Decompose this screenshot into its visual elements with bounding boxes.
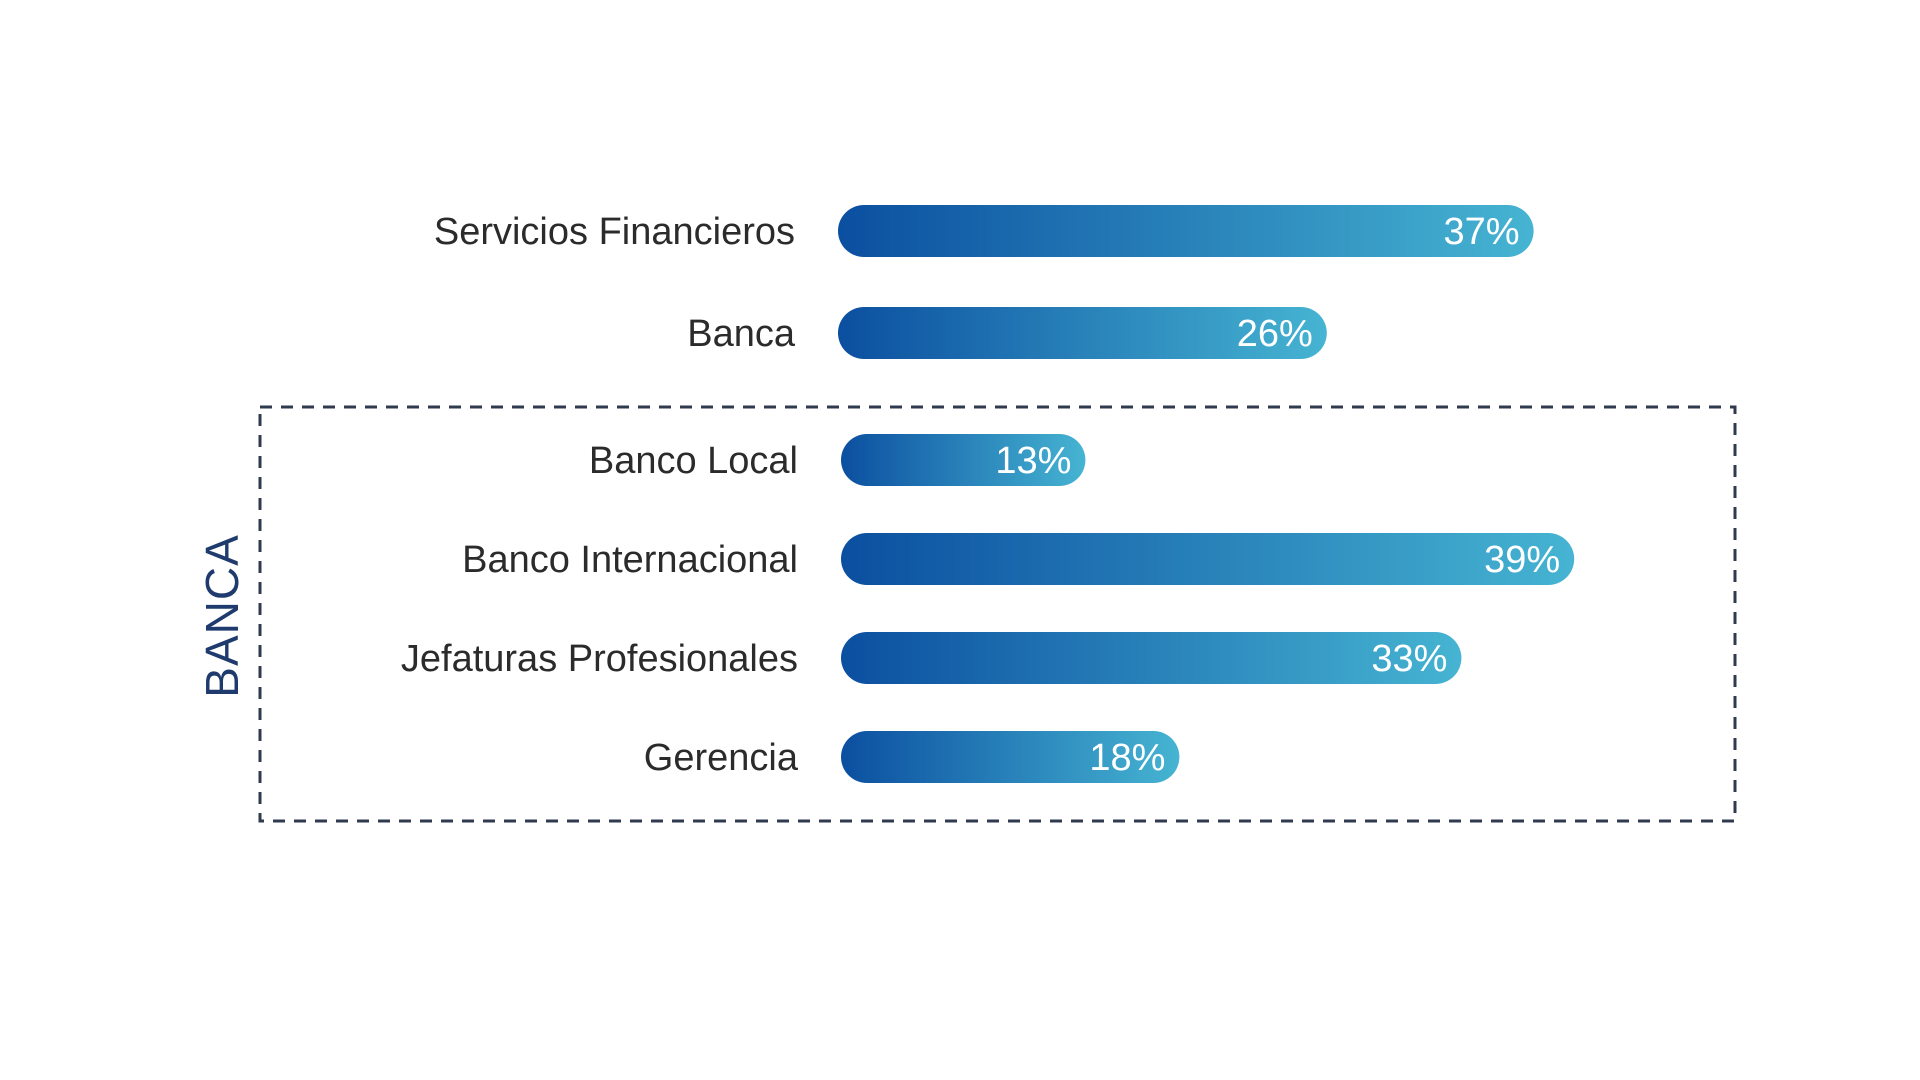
value-label-banco-internacional: 39% [1484,539,1560,581]
bars-layer: Servicios Financieros 37% Banca 26% Banco Lo… [401,205,1575,783]
bar-banca [838,307,1327,359]
banca-group-label: BANCA [196,534,248,697]
value-label-jefaturas-profesionales: 33% [1371,638,1447,680]
bar-banco-internacional [841,533,1575,585]
category-label-banco-internacional: Banco Internacional [462,539,798,581]
value-label-banca: 26% [1237,313,1313,355]
category-label-servicios-financieros: Servicios Financieros [434,211,795,253]
bar-servicios-financieros [838,205,1534,257]
bar-jefaturas-profesionales [841,632,1462,684]
value-label-servicios-financieros: 37% [1444,211,1520,253]
category-label-gerencia: Gerencia [644,737,799,779]
category-label-banco-local: Banco Local [589,440,798,482]
category-label-jefaturas-profesionales: Jefaturas Profesionales [401,638,798,680]
value-label-banco-local: 13% [995,440,1071,482]
bar-banco-local [841,434,1086,486]
category-label-banca: Banca [687,313,796,355]
value-label-gerencia: 18% [1089,737,1165,779]
banca-group-box [258,405,1737,823]
bar-gerencia [841,731,1180,783]
